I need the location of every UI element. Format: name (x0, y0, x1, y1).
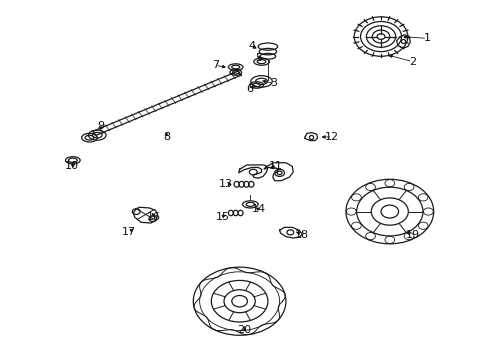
Text: 6: 6 (245, 84, 252, 94)
Text: 16: 16 (147, 212, 161, 221)
Text: 10: 10 (64, 161, 78, 171)
Text: 11: 11 (269, 161, 283, 171)
Text: 5: 5 (255, 53, 262, 63)
Text: 17: 17 (122, 227, 136, 237)
Polygon shape (133, 207, 158, 223)
Text: 20: 20 (237, 325, 251, 335)
Polygon shape (279, 227, 302, 238)
Text: 15: 15 (215, 212, 229, 221)
Text: 19: 19 (405, 230, 419, 239)
Text: 1: 1 (423, 33, 430, 43)
Text: 3: 3 (270, 78, 277, 88)
Text: 7: 7 (211, 60, 218, 70)
Text: 8: 8 (163, 132, 170, 142)
Text: 18: 18 (294, 230, 308, 239)
Text: 4: 4 (248, 41, 255, 50)
Polygon shape (238, 165, 267, 178)
Text: 12: 12 (325, 132, 339, 142)
Polygon shape (304, 133, 317, 140)
Text: 13: 13 (219, 179, 232, 189)
Text: 9: 9 (97, 121, 104, 131)
Text: 2: 2 (408, 57, 415, 67)
Polygon shape (264, 163, 293, 181)
Text: 14: 14 (251, 204, 265, 215)
